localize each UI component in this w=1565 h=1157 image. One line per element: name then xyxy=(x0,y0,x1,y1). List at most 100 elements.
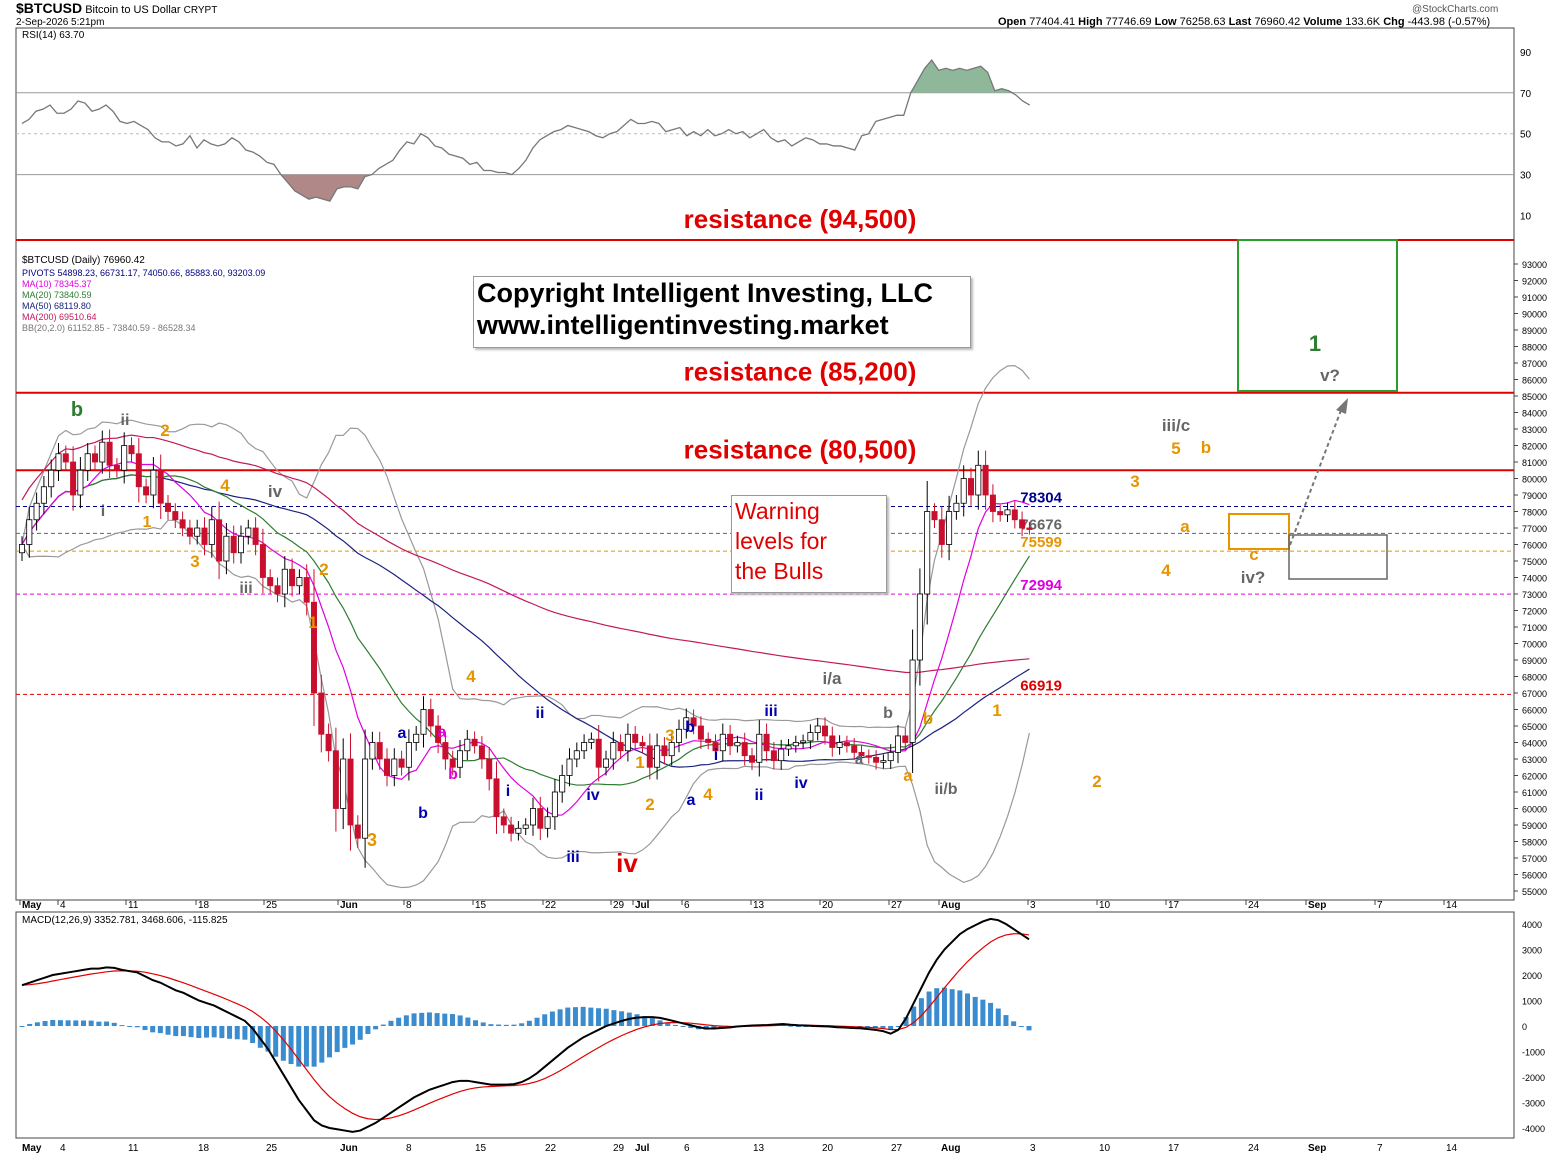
x-tick-label: 10 xyxy=(1099,900,1111,911)
candle-body xyxy=(113,464,120,471)
price-tick-label: 91000 xyxy=(1522,293,1547,303)
rsi-line xyxy=(21,59,1031,202)
macd-histogram-bar xyxy=(557,1009,563,1026)
price-tick-label: 85000 xyxy=(1522,392,1547,402)
wave-label: ii/b xyxy=(934,781,957,798)
candle-body xyxy=(427,709,434,727)
legend-ma200: MA(200) 69510.64 xyxy=(22,312,97,322)
price-tick-label: 72000 xyxy=(1522,607,1547,617)
macd-histogram-bar xyxy=(88,1020,94,1026)
candle-body xyxy=(610,742,617,760)
macd-histogram-bar xyxy=(242,1026,248,1040)
price-tick-label: 58000 xyxy=(1522,838,1547,848)
wave-label: iv xyxy=(586,787,599,804)
candle-body xyxy=(413,733,420,743)
wave-label: 2 xyxy=(1092,772,1101,791)
wave-label: 3 xyxy=(190,552,199,571)
x-tick-label-bottom: 6 xyxy=(684,1143,690,1154)
x-tick-label: 25 xyxy=(266,900,278,911)
macd-histogram-bar xyxy=(511,1024,517,1026)
x-tick-label-bottom: 10 xyxy=(1099,1143,1111,1154)
x-tick-label-bottom: 25 xyxy=(266,1143,278,1154)
macd-histogram-bar xyxy=(1026,1026,1032,1031)
level-label: 78304 xyxy=(1020,489,1062,506)
macd-histogram-bar xyxy=(65,1020,71,1026)
watermark: @StockCharts.com xyxy=(1412,4,1499,15)
price-tick-label: 74000 xyxy=(1522,574,1547,584)
price-tick-label: 60000 xyxy=(1522,805,1547,815)
macd-histogram-bar xyxy=(257,1026,263,1048)
macd-histogram-bar xyxy=(27,1023,33,1026)
macd-histogram-bar xyxy=(1011,1021,1017,1026)
candle-body xyxy=(289,568,296,587)
wave-label: a xyxy=(687,792,696,809)
macd-histogram-bar xyxy=(96,1021,102,1026)
macd-histogram-bar xyxy=(150,1026,156,1033)
ma20-line xyxy=(21,474,1030,786)
candle-body xyxy=(989,494,996,512)
candle-body xyxy=(318,692,325,735)
candle-body xyxy=(763,733,770,752)
header-date: 2-Sep-2026 5:21pm xyxy=(16,17,105,28)
macd-histogram-bar xyxy=(342,1026,348,1048)
candle-body xyxy=(997,511,1004,516)
candle-body xyxy=(216,519,223,562)
candle-body xyxy=(931,511,938,521)
candle-body xyxy=(362,758,369,839)
macd-histogram-bar xyxy=(980,999,986,1026)
macd-histogram-bar xyxy=(995,1008,1001,1026)
price-tick-label: 89000 xyxy=(1522,326,1547,336)
macd-histogram-bar xyxy=(188,1026,194,1038)
x-tick-label: Jul xyxy=(635,900,650,911)
x-tick-label: Jun xyxy=(340,900,358,911)
wave-label: b xyxy=(448,766,458,783)
macd-histogram-bar xyxy=(403,1015,409,1026)
rsi-tick-label: 30 xyxy=(1520,171,1532,182)
candle-body xyxy=(84,453,91,471)
price-tick-label: 88000 xyxy=(1522,343,1547,353)
candle-body xyxy=(778,748,785,762)
candle-body xyxy=(690,717,697,727)
x-tick-label: 18 xyxy=(198,900,210,911)
candle-body xyxy=(449,758,456,768)
wave-label: iv xyxy=(794,775,807,792)
candle-body xyxy=(201,527,208,545)
macd-histogram-bar xyxy=(42,1021,48,1026)
price-tick-label: 69000 xyxy=(1522,656,1547,666)
wave-label: iv? xyxy=(1241,568,1266,587)
candle-body xyxy=(376,742,383,760)
candle-body xyxy=(654,745,661,768)
candle-body xyxy=(1026,527,1033,530)
macd-histogram-bar xyxy=(465,1017,471,1026)
candle-body xyxy=(887,752,894,762)
macd-histogram-bar xyxy=(934,988,940,1026)
candle-body xyxy=(1019,519,1026,529)
macd-histogram-bar xyxy=(127,1026,133,1027)
macd-histogram-bar xyxy=(795,1026,801,1027)
wave-label: a xyxy=(903,766,913,785)
x-tick-label-bottom: 3 xyxy=(1030,1143,1036,1154)
macd-histogram-bar xyxy=(288,1026,294,1064)
macd-histogram-bar xyxy=(549,1011,555,1026)
wave-label: 4 xyxy=(1161,561,1171,580)
candle-body xyxy=(544,816,551,829)
level-label: 72994 xyxy=(1020,577,1062,594)
macd-histogram-bar xyxy=(380,1024,386,1026)
candle-body xyxy=(566,758,573,776)
candle-body xyxy=(252,527,259,545)
candle-body xyxy=(296,577,303,587)
candle-body xyxy=(829,735,836,748)
candle-body xyxy=(727,733,734,747)
macd-tick-label: -4000 xyxy=(1522,1124,1545,1134)
wave-label: 4 xyxy=(703,785,713,804)
macd-histogram-bar xyxy=(972,996,978,1026)
macd-histogram-bar xyxy=(534,1017,540,1026)
candle-body xyxy=(62,453,69,463)
candle-body xyxy=(814,725,821,733)
wave-label: i/a xyxy=(823,669,842,688)
candle-body xyxy=(800,740,807,743)
candle-body xyxy=(77,469,84,496)
wave-label: 3 xyxy=(367,830,377,850)
price-tick-label: 62000 xyxy=(1522,772,1547,782)
